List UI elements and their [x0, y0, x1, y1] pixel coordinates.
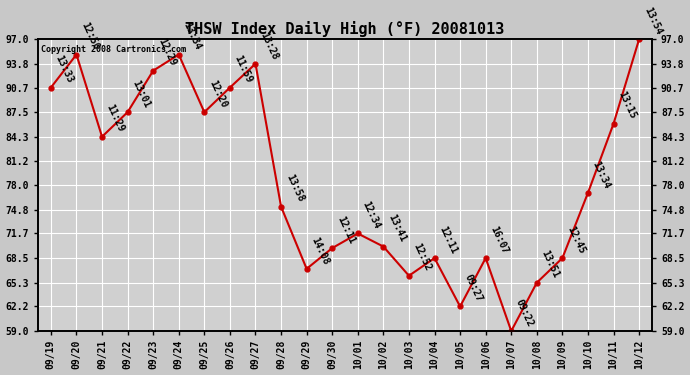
- Text: 11:59: 11:59: [233, 54, 254, 85]
- Text: 12:11: 12:11: [437, 225, 459, 255]
- Text: 09:22: 09:22: [514, 297, 535, 328]
- Text: 12:20: 12:20: [207, 78, 228, 110]
- Text: 13:28: 13:28: [258, 30, 279, 61]
- Text: 12:29: 12:29: [156, 37, 177, 68]
- Text: 13:58: 13:58: [284, 173, 305, 204]
- Text: 13:54: 13:54: [642, 6, 663, 36]
- Text: 13:01: 13:01: [130, 78, 152, 110]
- Text: Copyright 2008 Cartronics.com: Copyright 2008 Cartronics.com: [41, 45, 186, 54]
- Text: 13:51: 13:51: [540, 249, 561, 280]
- Text: 14:08: 14:08: [309, 235, 331, 266]
- Text: 12:50: 12:50: [79, 21, 101, 52]
- Text: 12:34: 12:34: [361, 200, 382, 231]
- Text: 11:29: 11:29: [105, 103, 126, 134]
- Text: 13:33: 13:33: [54, 54, 75, 85]
- Text: 13:15: 13:15: [616, 90, 638, 121]
- Text: 12:45: 12:45: [565, 225, 586, 255]
- Text: 13:34: 13:34: [591, 159, 612, 190]
- Text: 13:34: 13:34: [181, 21, 203, 52]
- Text: 12:52: 12:52: [412, 242, 433, 273]
- Title: THSW Index Daily High (°F) 20081013: THSW Index Daily High (°F) 20081013: [186, 21, 504, 37]
- Text: 12:11: 12:11: [335, 214, 357, 245]
- Text: 09:27: 09:27: [463, 273, 484, 304]
- Text: 13:41: 13:41: [386, 213, 408, 244]
- Text: 16:07: 16:07: [489, 225, 510, 255]
